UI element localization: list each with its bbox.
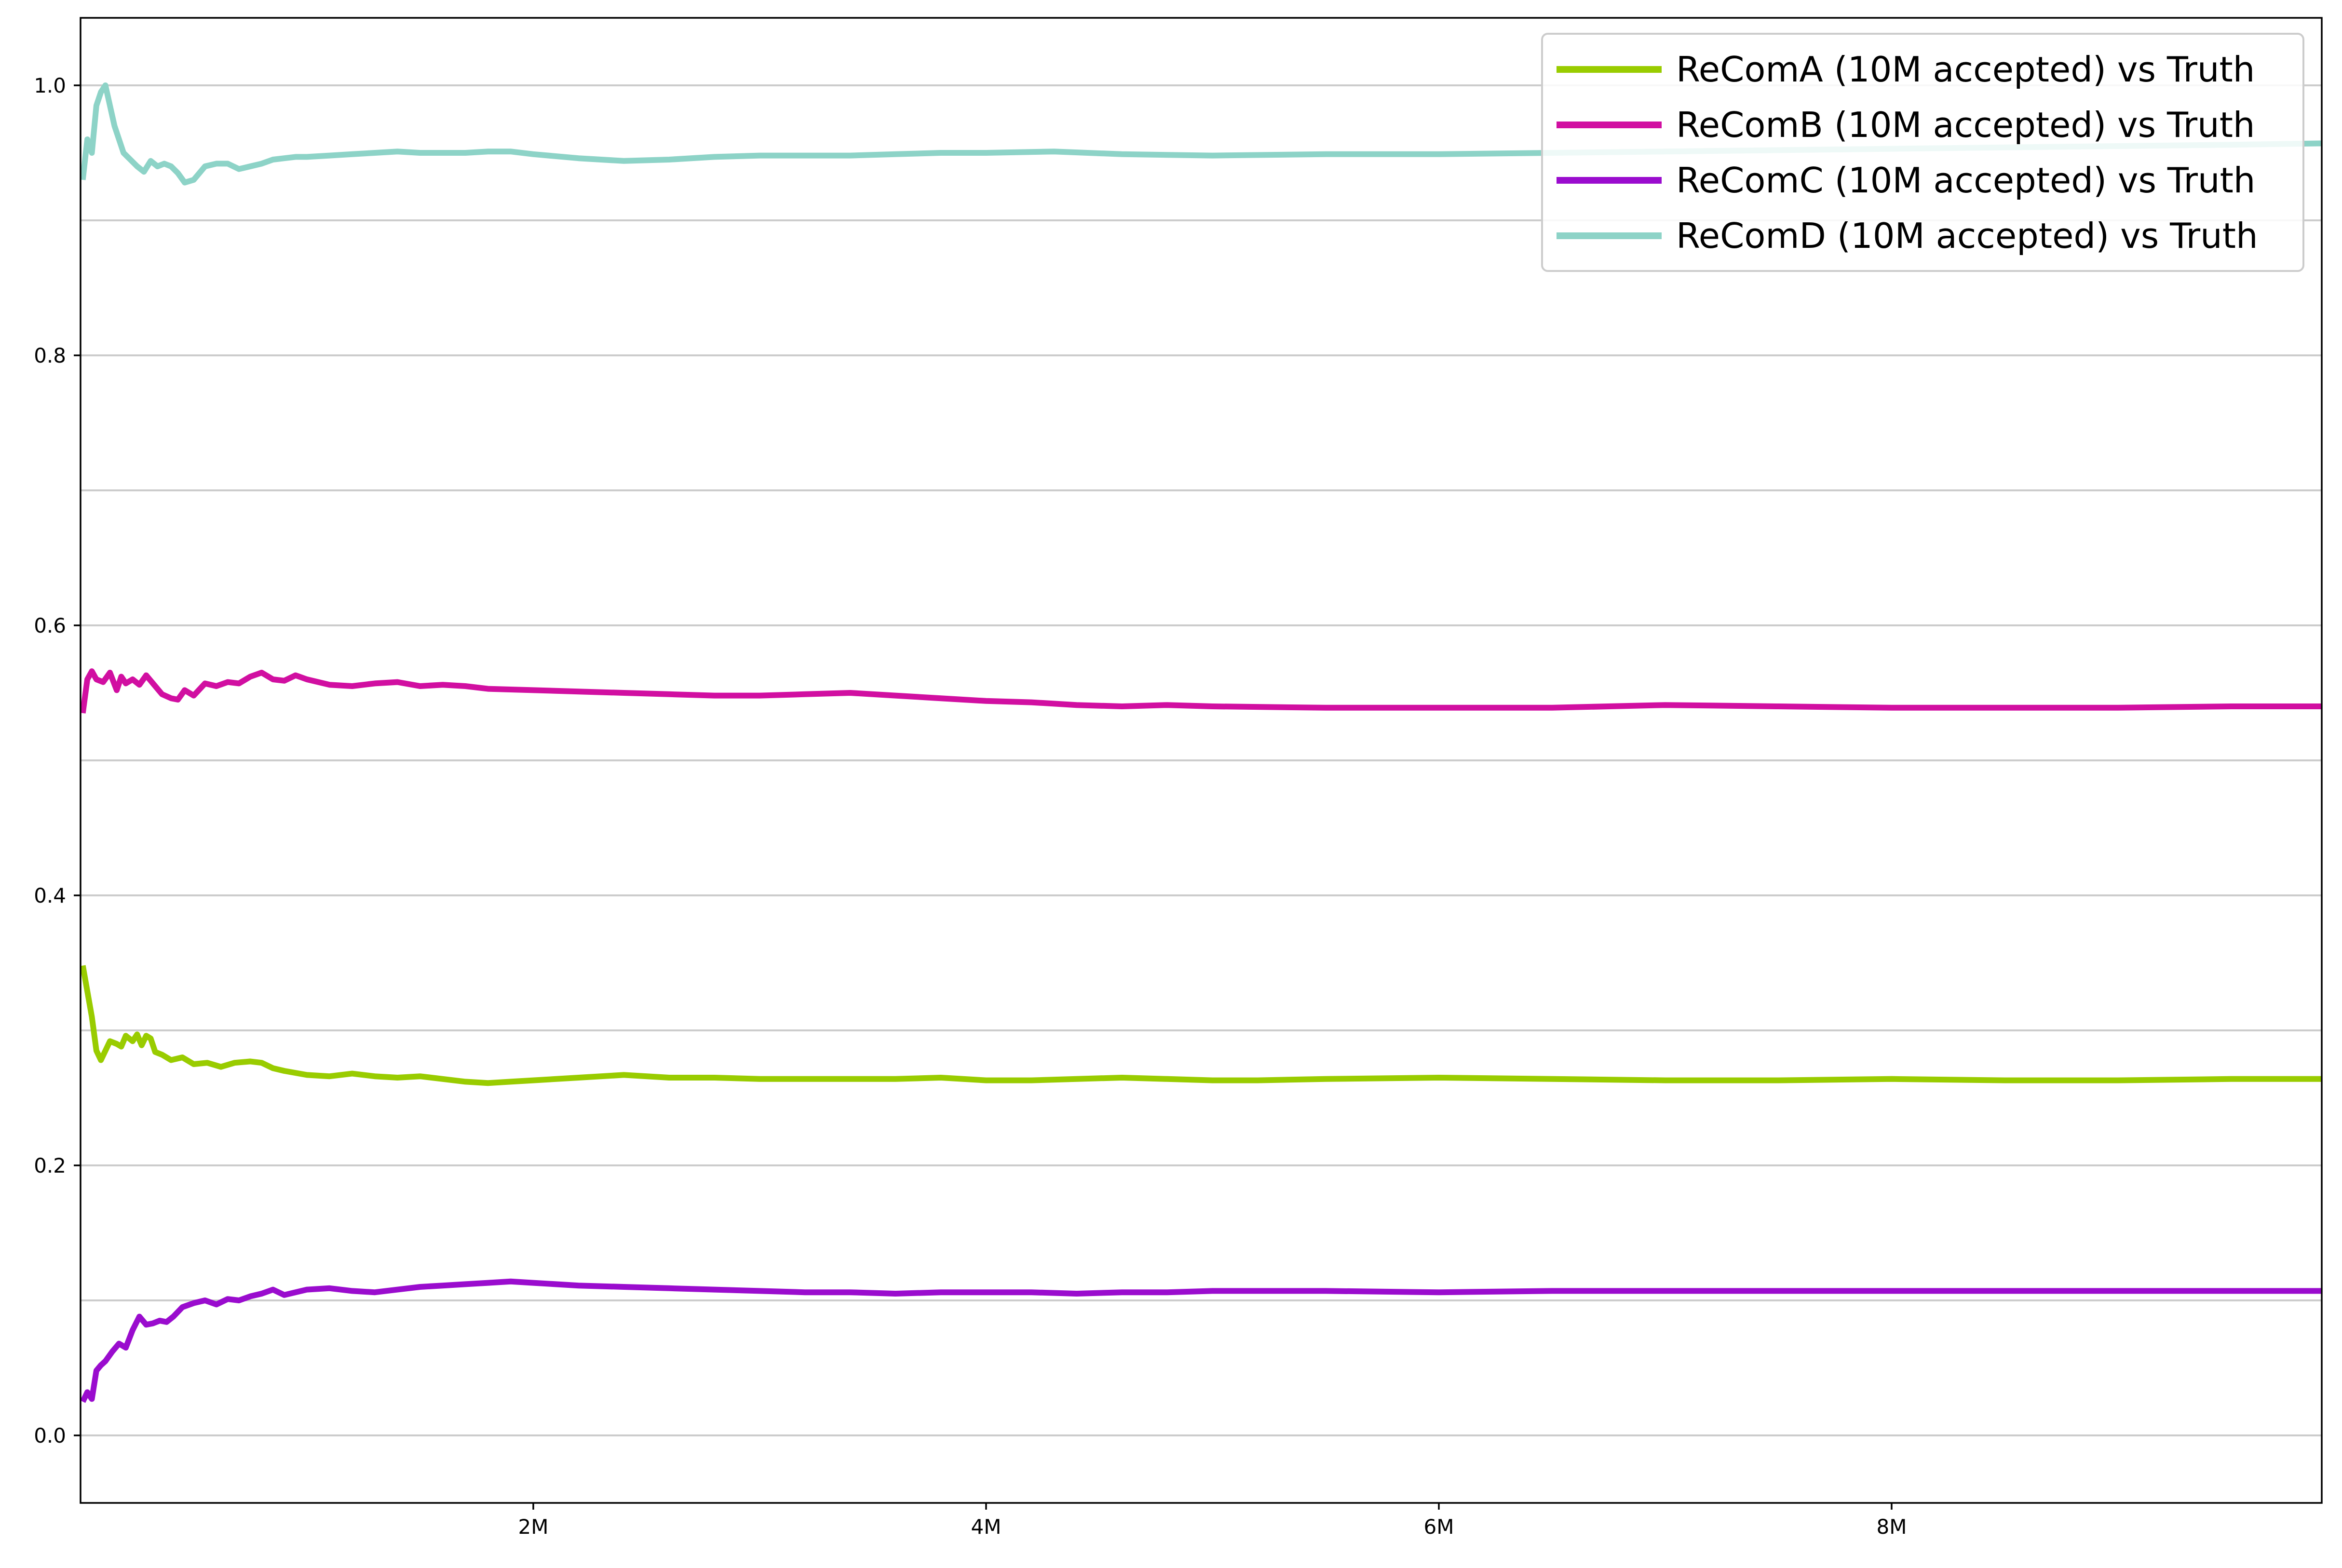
- axes-frame: [80, 17, 2323, 1504]
- y-tick-label-5: 1.0: [34, 74, 66, 97]
- series-line-1: [80, 965, 2322, 1086]
- series-line-2: [80, 668, 2322, 714]
- legend: ReComA (10M accepted) vs Truth ReComB (10…: [1541, 33, 2304, 272]
- legend-label-2: ReComB (10M accepted) vs Truth: [1676, 105, 2255, 145]
- series-lines: [80, 82, 2322, 1403]
- series-line-3: [80, 1278, 2322, 1403]
- y-tick-label-3: 0.6: [34, 614, 66, 637]
- x-axis-ticks: 2M 4M 6M 8M: [518, 1503, 1907, 1539]
- x-tick-label-1: 4M: [971, 1515, 1001, 1539]
- y-tick-label-1: 0.2: [34, 1154, 66, 1177]
- y-tick-label-2: 0.4: [34, 884, 66, 907]
- grid-lines: [81, 84, 2322, 1436]
- y-tick-label-4: 0.8: [34, 344, 66, 367]
- x-tick-label-2: 6M: [1423, 1515, 1454, 1539]
- x-tick-label-3: 8M: [1876, 1515, 1907, 1539]
- series-line-4: [80, 82, 2322, 186]
- y-tick-label-0: 0.0: [34, 1424, 66, 1447]
- legend-label-4: ReComD (10M accepted) vs Truth: [1676, 216, 2258, 256]
- legend-label-3: ReComC (10M accepted) vs Truth: [1676, 160, 2255, 201]
- legend-box: [1541, 33, 2304, 272]
- legend-label-1: ReComA (10M accepted) vs Truth: [1676, 49, 2255, 90]
- y-axis-ticks: 0.0 0.2 0.4 0.6 0.8 1.0: [34, 74, 81, 1447]
- x-tick-label-0: 2M: [518, 1515, 549, 1539]
